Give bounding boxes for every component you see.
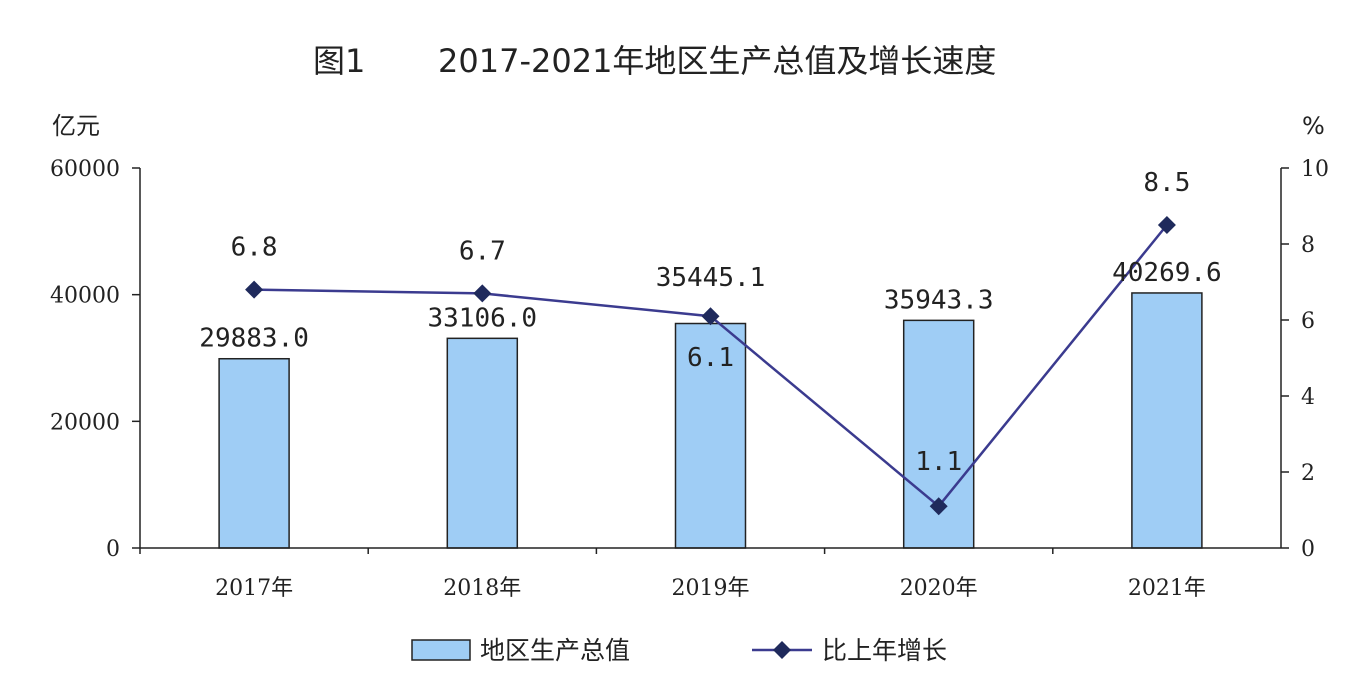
- growth-value-label-4: 8.5: [1143, 168, 1190, 198]
- x-tick-label: 2020年: [900, 576, 978, 601]
- x-tick-label: 2019年: [672, 576, 750, 601]
- y-left-tick-label: 40000: [50, 284, 120, 309]
- y-right-unit: %: [1302, 112, 1325, 140]
- y-left-tick-label: 60000: [50, 157, 120, 182]
- x-tick-label: 2017年: [215, 576, 293, 601]
- legend-line-label: 比上年增长: [822, 636, 947, 665]
- growth-value-label-3: 1.1: [915, 447, 962, 477]
- legend-line-marker: [773, 641, 791, 659]
- legend: 地区生产总值 比上年增长: [411, 636, 947, 665]
- y-left-tick-label: 20000: [50, 410, 120, 435]
- bar-4: [1131, 292, 1203, 549]
- line-series: [245, 216, 1176, 516]
- y-left-unit: 亿元: [52, 112, 100, 140]
- x-tick-label: 2021年: [1128, 576, 1206, 601]
- growth-point-0: [245, 280, 264, 299]
- bar-value-label-4: 40269.6: [1112, 258, 1222, 288]
- growth-point-2: [701, 307, 720, 326]
- data-labels: 29883.0 33106.0 35445.1 35943.3 40269.6 6.8 6.…: [199, 168, 1221, 477]
- y-left-tick-label: 0: [106, 537, 120, 562]
- growth-value-label-1: 6.7: [459, 236, 506, 266]
- y-right-tick-label: 10: [1301, 157, 1329, 182]
- bar-value-label-2: 35445.1: [656, 263, 766, 293]
- y-right-tick-label: 4: [1301, 385, 1315, 410]
- legend-bar-swatch: [411, 639, 471, 661]
- growth-point-3: [929, 497, 948, 516]
- bar-series: [218, 292, 1203, 549]
- y-right-tick-label: 0: [1301, 537, 1315, 562]
- y-right-tick-label: 2: [1301, 461, 1315, 486]
- bar-value-label-3: 35943.3: [884, 285, 994, 315]
- axes: 0 20000 40000 60000 0 2 4 6 8 10 2017年 2018年 2019年 20…: [50, 157, 1329, 601]
- bar-0: [218, 357, 290, 549]
- y-right-tick-label: 6: [1301, 309, 1315, 334]
- growth-value-label-0: 6.8: [231, 233, 278, 263]
- legend-bar-label: 地区生产总值: [480, 636, 630, 665]
- chart-title-prefix: 图1: [313, 42, 365, 80]
- bar-value-label-1: 33106.0: [428, 303, 538, 333]
- chart-title: 2017-2021年地区生产总值及增长速度: [438, 42, 996, 80]
- growth-value-label-2: 6.1: [687, 343, 734, 373]
- growth-point-1: [473, 284, 492, 303]
- growth-point-4: [1157, 216, 1176, 234]
- x-tick-label: 2018年: [443, 576, 521, 601]
- bar-2: [674, 322, 747, 549]
- y-right-tick-label: 8: [1301, 233, 1315, 258]
- bar-1: [446, 337, 519, 549]
- bar-value-label-0: 29883.0: [199, 324, 309, 354]
